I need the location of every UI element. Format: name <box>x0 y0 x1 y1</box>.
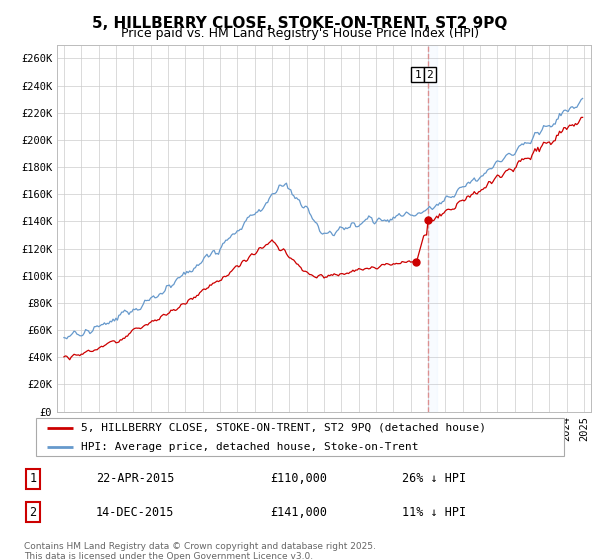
Text: 2: 2 <box>427 69 433 80</box>
Text: 22-APR-2015: 22-APR-2015 <box>96 472 175 486</box>
Text: £110,000: £110,000 <box>270 472 327 486</box>
Bar <box>428 45 437 412</box>
Text: 5, HILLBERRY CLOSE, STOKE-ON-TRENT, ST2 9PQ (detached house): 5, HILLBERRY CLOSE, STOKE-ON-TRENT, ST2 … <box>81 423 486 433</box>
Text: 2: 2 <box>29 506 37 519</box>
Text: 5, HILLBERRY CLOSE, STOKE-ON-TRENT, ST2 9PQ: 5, HILLBERRY CLOSE, STOKE-ON-TRENT, ST2 … <box>92 16 508 31</box>
Text: 26% ↓ HPI: 26% ↓ HPI <box>402 472 466 486</box>
Text: 11% ↓ HPI: 11% ↓ HPI <box>402 506 466 519</box>
Text: 1: 1 <box>414 69 421 80</box>
Text: £141,000: £141,000 <box>270 506 327 519</box>
Text: Contains HM Land Registry data © Crown copyright and database right 2025.
This d: Contains HM Land Registry data © Crown c… <box>24 542 376 560</box>
Text: HPI: Average price, detached house, Stoke-on-Trent: HPI: Average price, detached house, Stok… <box>81 442 418 452</box>
Text: Price paid vs. HM Land Registry's House Price Index (HPI): Price paid vs. HM Land Registry's House … <box>121 27 479 40</box>
Text: 14-DEC-2015: 14-DEC-2015 <box>96 506 175 519</box>
Text: 1: 1 <box>29 472 37 486</box>
